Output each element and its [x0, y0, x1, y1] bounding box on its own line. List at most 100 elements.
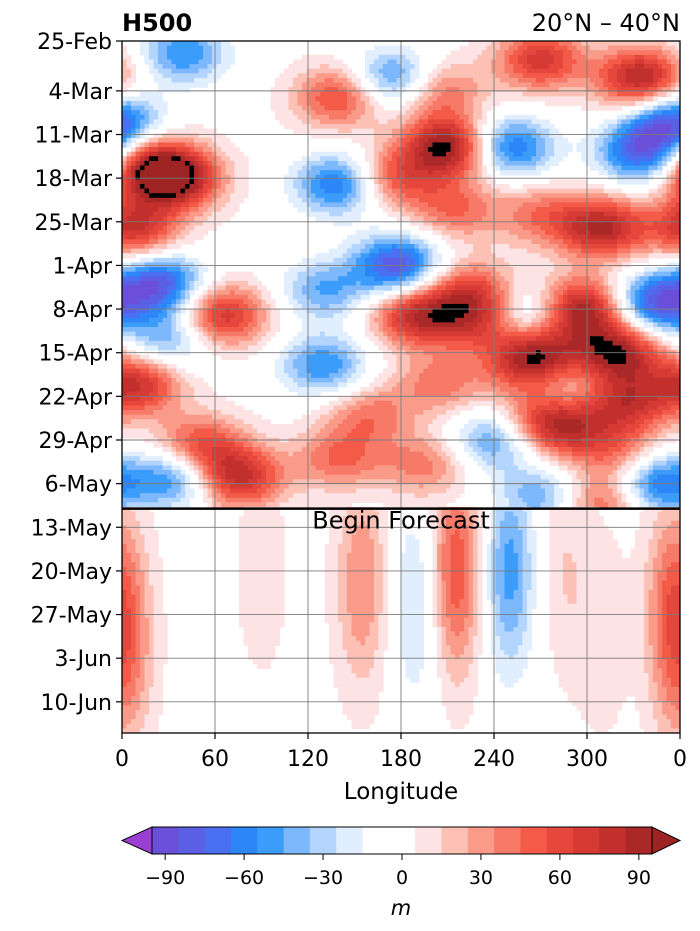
heatmap-cell	[432, 119, 438, 125]
heatmap-cell	[630, 207, 636, 213]
heatmap-cell	[243, 156, 249, 162]
heatmap-cell	[158, 248, 164, 254]
heatmap-cell	[500, 73, 506, 79]
heatmap-cell	[405, 50, 411, 56]
heatmap-cell	[306, 77, 312, 84]
heatmap-cell	[554, 230, 560, 236]
heatmap-cell	[617, 211, 623, 217]
heatmap-cell	[306, 91, 312, 97]
heatmap-cell	[590, 45, 596, 51]
heatmap-cell	[549, 193, 555, 199]
heatmap-cell	[639, 230, 645, 236]
heatmap-cell	[414, 114, 420, 121]
heatmap-cell	[365, 239, 371, 245]
heatmap-cell	[387, 45, 393, 51]
heatmap-cell	[576, 73, 582, 79]
heatmap-cell	[275, 110, 281, 116]
heatmap-cell	[657, 91, 663, 97]
heatmap-cell	[126, 100, 132, 107]
heatmap-cell	[162, 59, 168, 65]
heatmap-cell	[653, 82, 659, 88]
heatmap-cell	[140, 234, 146, 240]
heatmap-cell	[428, 197, 434, 204]
heatmap-cell	[365, 285, 371, 291]
heatmap-cell	[464, 100, 470, 107]
heatmap-cell	[630, 119, 636, 125]
heatmap-cell	[468, 82, 474, 88]
heatmap-cell	[639, 248, 645, 254]
heatmap-cell	[342, 160, 348, 167]
heatmap-cell	[338, 211, 344, 217]
heatmap-cell	[383, 59, 389, 65]
heatmap-cell	[527, 142, 533, 148]
heatmap-cell	[288, 68, 294, 74]
heatmap-cell	[405, 276, 411, 282]
heatmap-cell	[252, 285, 258, 291]
heatmap-cell	[518, 124, 524, 130]
heatmap-cell	[392, 188, 398, 194]
heatmap-cell	[612, 207, 618, 213]
heatmap-cell	[621, 124, 627, 130]
heatmap-cell	[122, 54, 128, 61]
heatmap-cell	[536, 133, 542, 139]
heatmap-cell	[311, 211, 317, 217]
heatmap-cell	[450, 243, 456, 250]
heatmap-cell	[185, 216, 191, 222]
heatmap-cell	[279, 82, 285, 88]
heatmap-cell	[396, 137, 402, 144]
heatmap-cell	[311, 87, 317, 93]
heatmap-cell	[365, 96, 371, 102]
heatmap-cell	[216, 156, 222, 162]
heatmap-cell	[203, 54, 209, 61]
heatmap-cell	[158, 73, 164, 79]
heatmap-cell	[531, 147, 537, 153]
heatmap-cell	[198, 202, 204, 208]
heatmap-cell	[131, 124, 137, 130]
heatmap-cell	[356, 207, 362, 213]
heatmap-cell	[356, 124, 362, 130]
heatmap-cell	[585, 160, 591, 167]
heatmap-cell	[590, 147, 596, 153]
heatmap-cell	[423, 253, 429, 259]
heatmap-cell	[171, 243, 177, 250]
heatmap-cell	[338, 105, 344, 111]
heatmap-cell	[428, 207, 434, 213]
heatmap-cell	[131, 165, 137, 171]
heatmap-cell	[144, 207, 150, 213]
heatmap-cell	[351, 207, 357, 213]
heatmap-cell	[302, 276, 308, 282]
heatmap-cell	[639, 239, 645, 245]
heatmap-cell	[671, 239, 677, 245]
heatmap-cell	[207, 170, 213, 176]
heatmap-cell	[261, 285, 267, 291]
heatmap-cell	[468, 225, 474, 231]
heatmap-cell	[527, 45, 533, 51]
heatmap-cell	[189, 147, 195, 153]
heatmap-cell	[410, 77, 416, 84]
heatmap-cell	[144, 174, 150, 180]
heatmap-cell	[639, 234, 645, 240]
heatmap-cell	[594, 77, 600, 84]
heatmap-cell	[302, 91, 308, 97]
heatmap-cell	[446, 77, 452, 84]
heatmap-cell	[203, 50, 209, 56]
heatmap-cell	[558, 96, 564, 102]
heatmap-cell	[189, 137, 195, 144]
heatmap-cell	[356, 234, 362, 240]
heatmap-cell	[509, 82, 515, 88]
heatmap-cell	[162, 267, 168, 273]
heatmap-cell	[423, 285, 429, 291]
heatmap-cell	[468, 68, 474, 74]
heatmap-cell	[171, 82, 177, 88]
heatmap-cell	[459, 64, 465, 70]
heatmap-cell	[383, 160, 389, 167]
heatmap-cell	[464, 128, 470, 134]
heatmap-cell	[306, 64, 312, 70]
heatmap-cell	[522, 45, 528, 51]
heatmap-cell	[455, 68, 461, 74]
heatmap-cell	[320, 216, 326, 222]
heatmap-cell	[329, 276, 335, 282]
heatmap-cell	[531, 96, 537, 102]
heatmap-cell	[144, 193, 150, 199]
heatmap-cell	[617, 165, 623, 171]
